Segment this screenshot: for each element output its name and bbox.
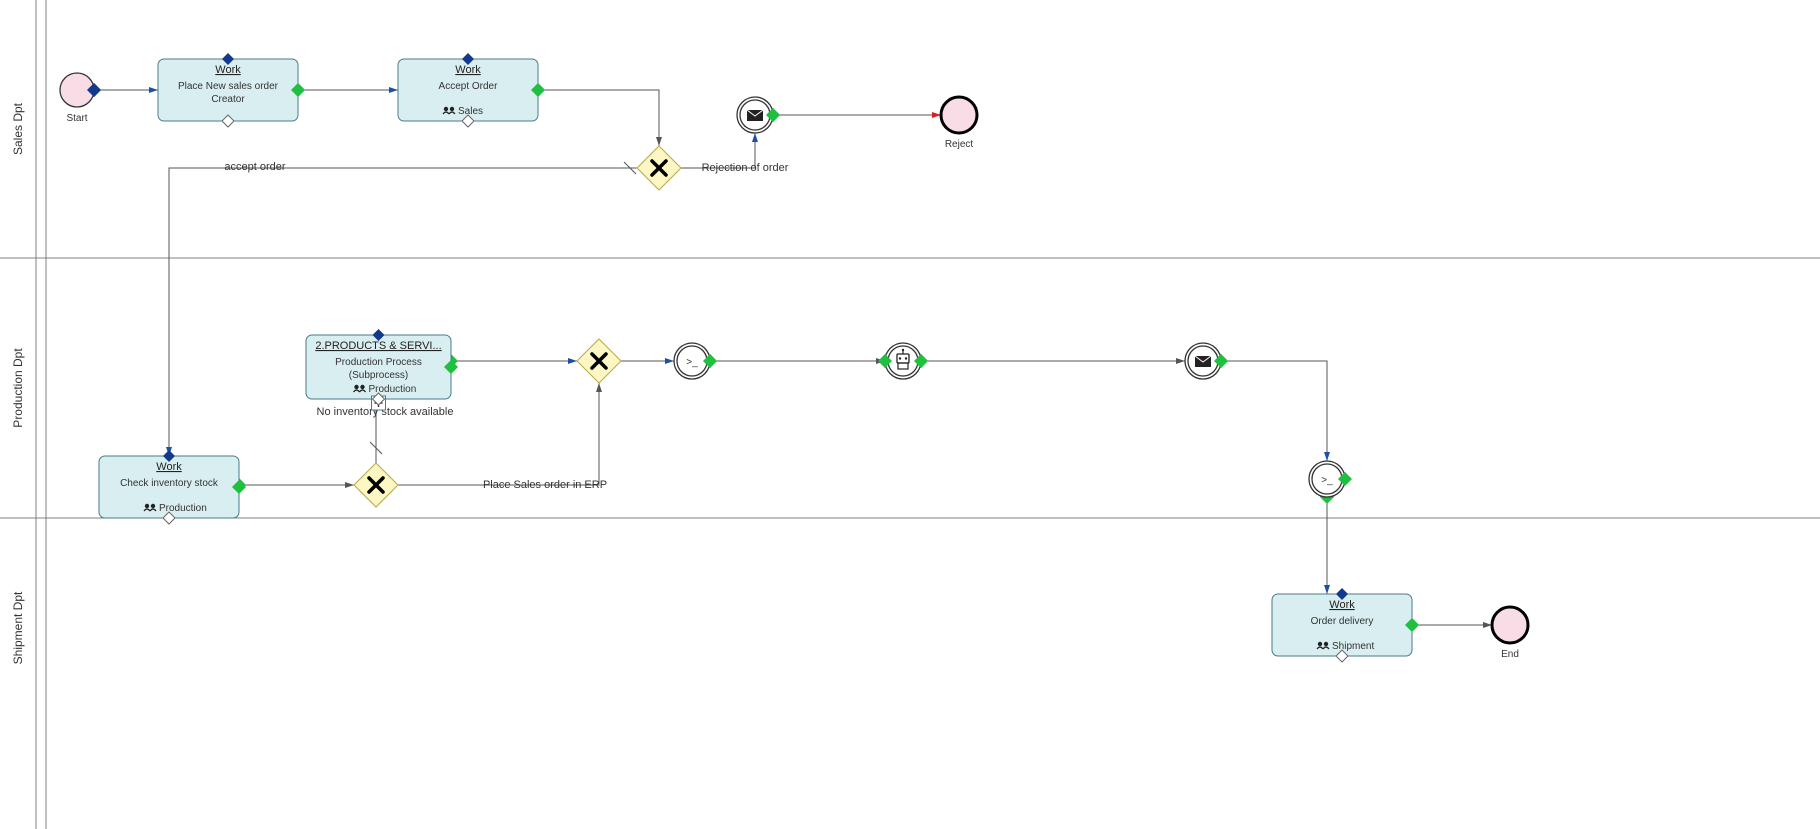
gateway-gw1[interactable] (637, 146, 681, 190)
svg-text:2.PRODUCTS & SERVI...: 2.PRODUCTS & SERVI... (315, 340, 441, 352)
task-t_deliver[interactable]: Work Order delivery Shipment (1272, 588, 1419, 662)
edge-label: Place Sales order in ERP (483, 479, 607, 491)
svg-text:Start: Start (66, 113, 87, 124)
end-event-end_final[interactable]: End (1492, 607, 1528, 660)
script-event-ev_script1[interactable]: >_ (674, 343, 717, 379)
svg-text:Reject: Reject (945, 139, 974, 150)
svg-text:Creator: Creator (211, 94, 245, 105)
svg-text:End: End (1501, 649, 1519, 660)
lane-label-lane-sales: Sales Dpt (11, 102, 25, 155)
svg-text:Work: Work (455, 64, 481, 76)
gateway-gw2[interactable] (354, 463, 398, 507)
svg-text:Work: Work (156, 461, 182, 473)
svg-text:(Subprocess): (Subprocess) (349, 370, 408, 381)
task-t_accept[interactable]: Work Accept Order Sales (398, 53, 545, 127)
terminal-icon: >_ (1321, 475, 1333, 486)
svg-text:Check inventory stock: Check inventory stock (120, 478, 219, 489)
task-t_place[interactable]: Work Place New sales order Creator (158, 53, 305, 127)
svg-text:Production: Production (159, 503, 207, 514)
edge[interactable] (1221, 361, 1327, 461)
edge-label: accept order (224, 161, 285, 173)
svg-text:Place New sales order: Place New sales order (178, 81, 279, 92)
end-event-end_reject[interactable]: Reject (941, 97, 977, 150)
svg-text:Shipment: Shipment (1332, 641, 1374, 652)
bpmn-diagram: Sales Dpt Production Dpt Shipment Dpt accep… (0, 0, 1820, 829)
edge[interactable] (538, 90, 659, 146)
start-event[interactable]: Start (60, 73, 101, 124)
svg-text:Accept Order: Accept Order (439, 81, 499, 92)
task-t_check[interactable]: Work Check inventory stock Production (99, 450, 246, 524)
script-event-ev_script2[interactable]: >_ (1309, 461, 1352, 497)
svg-text:Sales: Sales (458, 106, 483, 117)
lane-label-lane-shipment: Shipment Dpt (11, 591, 25, 664)
svg-text:Production Process: Production Process (335, 357, 422, 368)
task-t_sub[interactable]: 2.PRODUCTS & SERVI... Production Process (… (306, 329, 458, 410)
svg-text:Order delivery: Order delivery (1311, 616, 1374, 627)
svg-text:Work: Work (215, 64, 241, 76)
message-event-ev_msg2[interactable] (1185, 343, 1228, 379)
robot-event-ev_robot[interactable] (878, 343, 928, 379)
svg-text:Work: Work (1329, 599, 1355, 611)
message-event-ev_msg1[interactable] (737, 97, 780, 133)
terminal-icon: >_ (686, 357, 698, 368)
gateway-gw3[interactable] (577, 339, 621, 383)
edge-label: Rejection of order (702, 162, 789, 174)
edges: accept order Rejection of order Place Sale… (87, 83, 1492, 632)
svg-text:Production: Production (369, 384, 417, 395)
lane-label-lane-production: Production Dpt (11, 348, 25, 428)
